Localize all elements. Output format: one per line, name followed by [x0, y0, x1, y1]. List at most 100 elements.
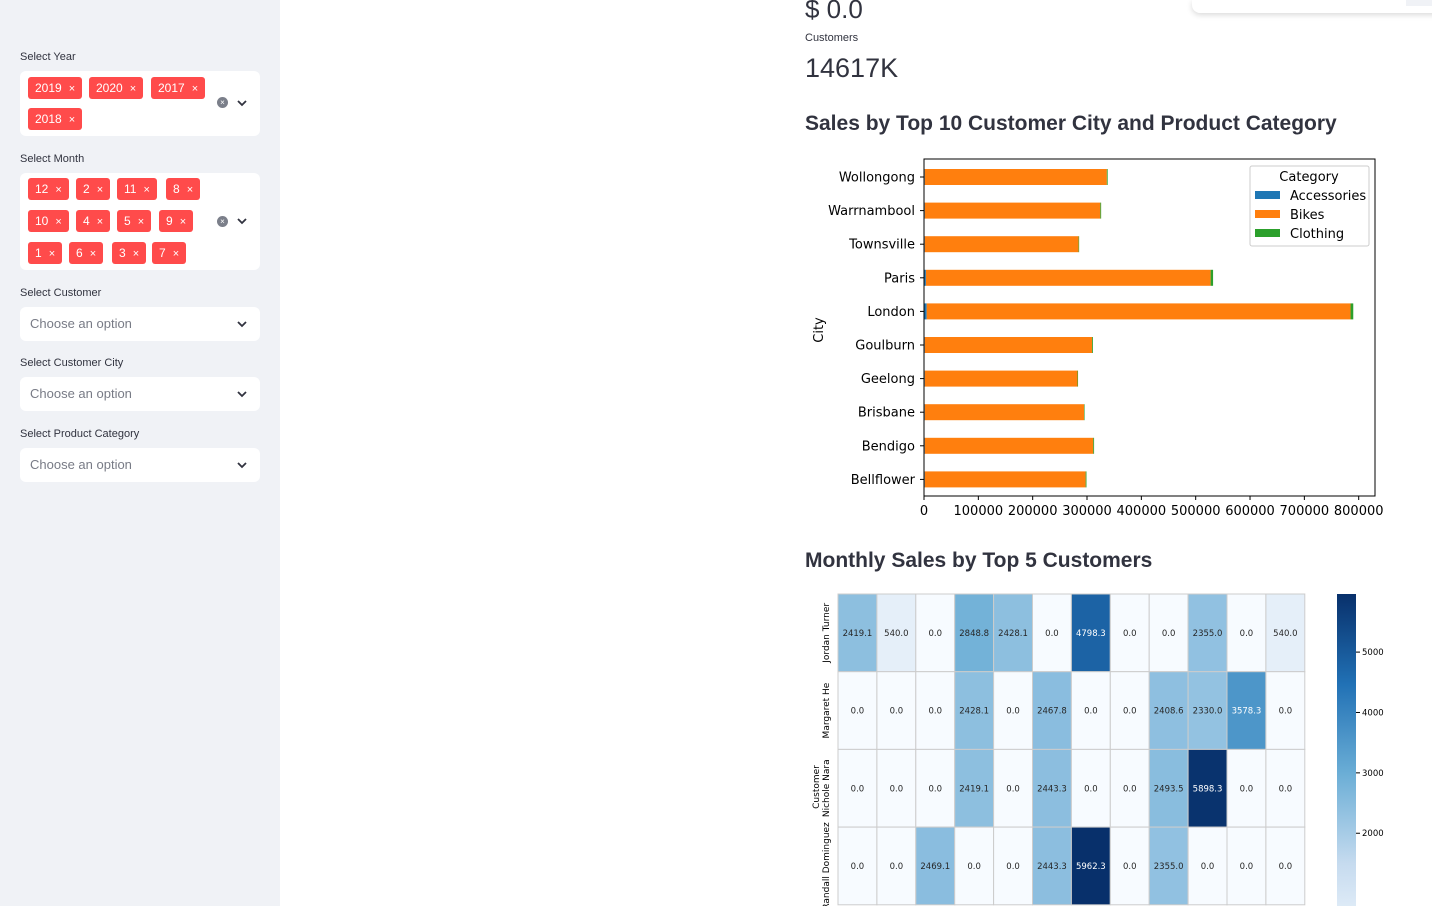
- bar-segment: [924, 337, 1093, 353]
- bar-segment: [1210, 269, 1214, 286]
- year-tag[interactable]: 2019 ×: [28, 77, 83, 99]
- remove-tag-icon[interactable]: ×: [186, 184, 194, 196]
- heatmap-cell-value: 0.0: [1123, 784, 1137, 794]
- x-tick-label: 600000: [1225, 504, 1275, 519]
- remove-tag-icon[interactable]: ×: [129, 83, 137, 95]
- heatmap-cell-value: 0.0: [967, 862, 981, 872]
- chevron-down-icon[interactable]: [236, 97, 248, 109]
- remove-tag-icon[interactable]: ×: [48, 248, 56, 260]
- remove-tag-icon[interactable]: ×: [179, 216, 187, 228]
- remove-tag-icon[interactable]: ×: [132, 248, 140, 260]
- heatmap-cell: [837, 748, 878, 828]
- heatmap-cell-value: 0.0: [1279, 784, 1293, 794]
- customers-metric-value: 14617K: [805, 53, 899, 83]
- popup-button[interactable]: [1406, 0, 1432, 6]
- remove-tag-icon[interactable]: ×: [96, 216, 104, 228]
- select-month-label: Select Month: [20, 153, 85, 165]
- heatmap-cell-value: 2419.1: [843, 629, 873, 639]
- chevron-down-icon[interactable]: [236, 388, 248, 400]
- heatmap-cell-value: 0.0: [1162, 629, 1176, 639]
- select-city-dropdown[interactable]: Choose an option: [20, 377, 260, 411]
- legend-label-bikes: Bikes: [1290, 208, 1325, 223]
- remove-tag-icon[interactable]: ×: [191, 83, 199, 95]
- chevron-down-icon[interactable]: [236, 215, 248, 227]
- legend-swatch-clothing: [1255, 229, 1280, 237]
- remove-tag-icon[interactable]: ×: [96, 184, 104, 196]
- heatmap-cell-value: 540.0: [1273, 629, 1297, 639]
- select-customer-dropdown[interactable]: Choose an option: [20, 307, 260, 341]
- heatmap-cell-value: 0.0: [1279, 862, 1293, 872]
- month-tag[interactable]: 4 ×: [76, 210, 111, 232]
- select-category-dropdown[interactable]: Choose an option: [20, 448, 260, 482]
- select-category-label: Select Product Category: [20, 428, 140, 440]
- remove-tag-icon[interactable]: ×: [137, 216, 145, 228]
- heatmap-chart: Customer Jordan Turner Margaret He Nichole…: [812, 593, 1384, 906]
- heatmap-cell-value: 2443.3: [1037, 862, 1067, 872]
- heatmap-cell-value: 2469.1: [920, 862, 950, 872]
- heatmap-cell: [1187, 593, 1228, 673]
- metric-value-above: $ 0.0: [805, 0, 863, 24]
- legend-label-clothing: Clothing: [1290, 227, 1344, 242]
- select-year-label: Select Year: [20, 51, 76, 63]
- y-tick-label: Goulburn: [855, 339, 915, 354]
- year-tag[interactable]: 2020 ×: [89, 77, 144, 99]
- heatmap-cell: [1109, 593, 1150, 673]
- heatmap-cell: [1109, 748, 1150, 828]
- month-tag[interactable]: 7 ×: [152, 242, 187, 264]
- bar-chart: City Wollongong Warrnambool Townsville Pari…: [812, 158, 1384, 519]
- heatmap-cell-value: 0.0: [1084, 707, 1098, 717]
- select-category-placeholder: Choose an option: [30, 457, 132, 472]
- bar-segment: [1084, 404, 1085, 421]
- colorbar-tick-label: 3000: [1362, 769, 1384, 779]
- heatmap-cell-value: 0.0: [1006, 862, 1020, 872]
- sidebar: Select Year 2019 × 2020 × 2017 × 2018 × × Se…: [0, 0, 280, 906]
- heatmap-cell-value: 0.0: [1006, 707, 1020, 717]
- y-tick-label: Geelong: [861, 372, 915, 387]
- x-tick-label: 200000: [1008, 504, 1058, 519]
- remove-tag-icon[interactable]: ×: [68, 114, 76, 126]
- remove-tag-icon[interactable]: ×: [55, 216, 62, 228]
- remove-tag-icon[interactable]: ×: [55, 184, 62, 196]
- month-tag[interactable]: 6 ×: [69, 242, 104, 264]
- remove-tag-icon[interactable]: ×: [89, 248, 97, 260]
- colorbar-tick-label: 4000: [1362, 708, 1384, 718]
- chevron-down-icon[interactable]: [236, 459, 248, 471]
- heatmap-cell: [1226, 826, 1267, 906]
- legend-title: Category: [1279, 170, 1339, 185]
- bar-chart-heading: Sales by Top 10 Customer City and Produc…: [805, 112, 1337, 135]
- toolbar-popup: [1192, 0, 1432, 13]
- clear-all-icon[interactable]: ×: [217, 216, 228, 227]
- month-tag[interactable]: 5 ×: [117, 210, 152, 232]
- month-tag[interactable]: 8 ×: [166, 178, 201, 200]
- month-tag[interactable]: 12 ×: [28, 178, 69, 200]
- remove-tag-icon[interactable]: ×: [68, 83, 76, 95]
- select-year-multiselect[interactable]: 2019 × 2020 × 2017 × 2018 × ×: [20, 71, 260, 136]
- month-tag[interactable]: 1 ×: [28, 242, 63, 264]
- y-tick-labels: Wollongong Warrnambool Townsville Paris Lond…: [828, 171, 924, 488]
- month-tag[interactable]: 2 ×: [76, 178, 111, 200]
- clear-all-icon[interactable]: ×: [217, 97, 228, 108]
- x-tick-label: 700000: [1280, 504, 1330, 519]
- heatmap-cell-value: 2428.1: [959, 707, 989, 717]
- chevron-down-icon[interactable]: [236, 318, 248, 330]
- month-tag[interactable]: 10 ×: [28, 210, 69, 232]
- remove-tag-icon[interactable]: ×: [172, 248, 180, 260]
- bar-segment: [924, 437, 1094, 454]
- plot-frame: [923, 158, 1376, 497]
- heatmap-cell: [1187, 748, 1228, 828]
- select-customer-label: Select Customer: [20, 287, 102, 299]
- heatmap-cell: [1032, 671, 1072, 750]
- heatmap-cell: [1265, 593, 1306, 673]
- heatmap-cell-value: 0.0: [1240, 862, 1254, 872]
- legend-box: [1249, 165, 1370, 247]
- month-tag[interactable]: 11 ×: [117, 178, 157, 200]
- year-tag[interactable]: 2017 ×: [151, 77, 206, 99]
- heatmap-cell-value: 0.0: [1240, 629, 1254, 639]
- month-tag[interactable]: 9 ×: [159, 210, 194, 232]
- select-month-multiselect[interactable]: 12 × 2 × 11 × 8 × 10 × 4 × 5 × 9 × 1 × 6 × 3 × 7 × ×: [20, 173, 260, 270]
- heatmap-cell-value: 0.0: [890, 784, 904, 794]
- month-tag[interactable]: 3 ×: [112, 242, 147, 264]
- remove-tag-icon[interactable]: ×: [143, 184, 150, 196]
- year-tag[interactable]: 2018 ×: [28, 108, 83, 130]
- heatmap-cell: [993, 748, 1034, 828]
